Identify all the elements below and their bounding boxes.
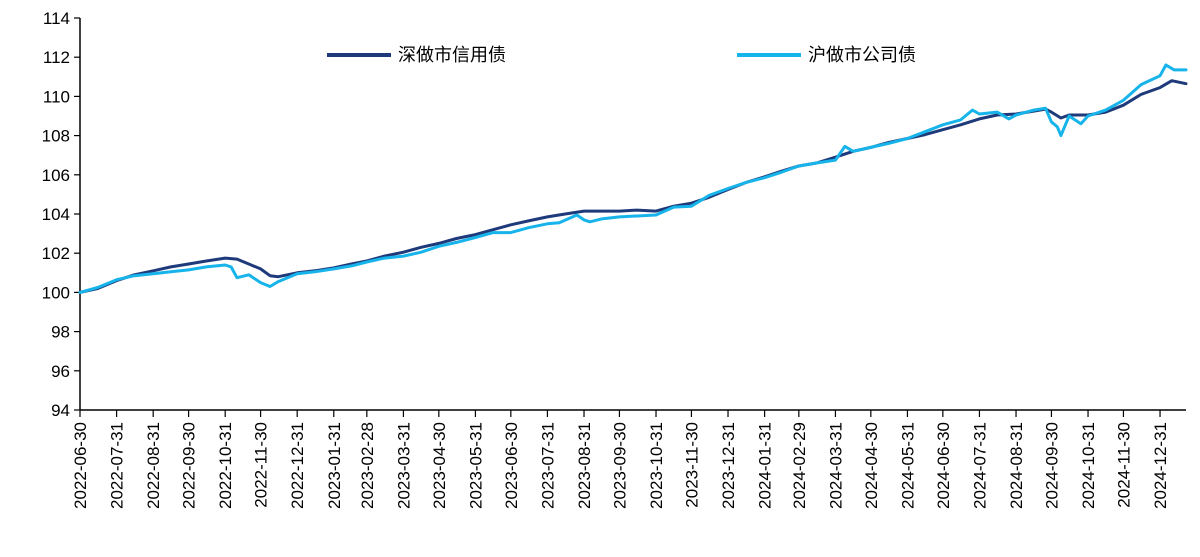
x-tick-label: 2023-12-31 xyxy=(719,422,738,509)
x-tick-label: 2024-08-31 xyxy=(1007,422,1026,509)
y-tick-label: 106 xyxy=(42,166,70,185)
x-tick-label: 2024-06-30 xyxy=(934,422,953,509)
legend-item-series-1: 深做市信用债 xyxy=(327,45,506,66)
series-line-2 xyxy=(78,63,1188,294)
x-tick-label: 2023-09-30 xyxy=(610,422,629,509)
x-tick-label: 2024-09-30 xyxy=(1042,422,1061,509)
y-tick-label: 96 xyxy=(51,362,70,381)
x-tick-label: 2023-03-31 xyxy=(394,422,413,509)
x-tick-label: 2024-12-31 xyxy=(1151,422,1170,509)
x-tick-label: 2022-08-31 xyxy=(144,422,163,509)
x-tick-label: 2023-06-30 xyxy=(502,422,521,509)
series-layer xyxy=(78,63,1188,294)
x-tick-label: 2024-03-31 xyxy=(826,422,845,509)
x-tick-label: 2024-11-30 xyxy=(1114,422,1133,508)
legend-label-series-1: 深做市信用债 xyxy=(398,45,506,66)
x-tick-label: 2024-01-31 xyxy=(756,422,775,509)
x-tick-label: 2023-04-30 xyxy=(430,422,449,509)
x-tick-label: 2023-02-28 xyxy=(358,422,377,509)
legend-label-series-2: 沪做市公司债 xyxy=(808,45,916,66)
x-tick-label: 2023-10-31 xyxy=(647,422,666,509)
y-tick-label: 94 xyxy=(51,401,70,420)
x-tick-label: 2022-10-31 xyxy=(216,422,235,509)
x-tick-label: 2022-06-30 xyxy=(71,422,90,509)
x-tick-label: 2024-07-31 xyxy=(970,422,989,509)
y-tick-label: 108 xyxy=(42,127,70,146)
y-tick-label: 100 xyxy=(42,283,70,302)
x-tick-label: 2024-04-30 xyxy=(862,422,881,509)
legend: 深做市信用债 沪做市公司债 xyxy=(327,45,916,66)
x-tick-label: 2024-10-31 xyxy=(1079,422,1098,509)
x-tick-label: 2022-11-30 xyxy=(252,422,271,508)
x-tick-label: 2023-07-31 xyxy=(538,422,557,509)
x-tick-label: 2023-08-31 xyxy=(575,422,594,509)
y-tick-label: 112 xyxy=(43,48,70,67)
x-tick-label: 2022-07-31 xyxy=(108,422,127,509)
x-tick-label: 2024-05-31 xyxy=(898,422,917,509)
x-tick-label: 2023-11-30 xyxy=(682,422,701,508)
y-axis: 94 96 98 100 102 104 106 108 110 112 114 xyxy=(42,9,81,420)
x-tick-label: 2024-02-29 xyxy=(790,422,809,509)
x-tick-label: 2023-05-31 xyxy=(466,422,485,509)
x-axis: 2022-06-30 2022-07-31 2022-08-31 2022-09-30… xyxy=(71,409,1186,509)
x-tick-label: 2022-12-31 xyxy=(288,422,307,509)
y-tick-label: 114 xyxy=(43,9,70,28)
y-tick-label: 102 xyxy=(42,244,70,263)
x-tick-label: 2023-01-31 xyxy=(325,422,344,509)
y-tick-label: 110 xyxy=(43,87,70,106)
x-tick-label: 2022-09-30 xyxy=(180,422,199,509)
y-tick-label: 98 xyxy=(51,323,70,342)
y-tick-label: 104 xyxy=(42,205,70,224)
legend-item-series-2: 沪做市公司债 xyxy=(737,45,916,66)
